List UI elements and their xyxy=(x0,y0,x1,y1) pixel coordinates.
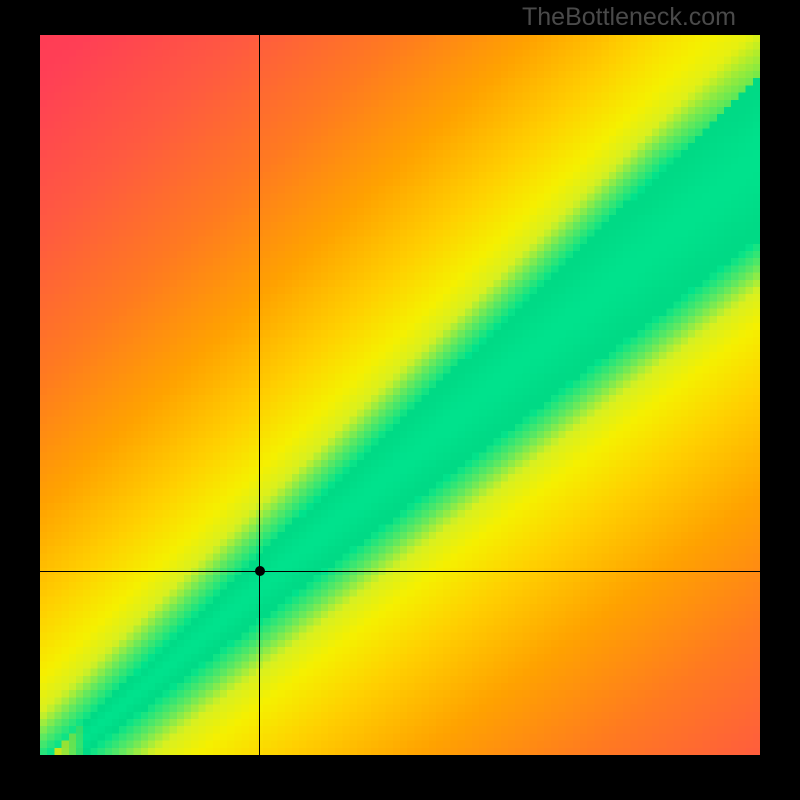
crosshair-horizontal xyxy=(40,571,760,572)
chart-container: TheBottleneck.com xyxy=(0,0,800,800)
bottleneck-heatmap xyxy=(40,35,760,755)
crosshair-vertical xyxy=(259,35,260,755)
watermark-text: TheBottleneck.com xyxy=(522,3,736,32)
crosshair-marker xyxy=(255,566,265,576)
